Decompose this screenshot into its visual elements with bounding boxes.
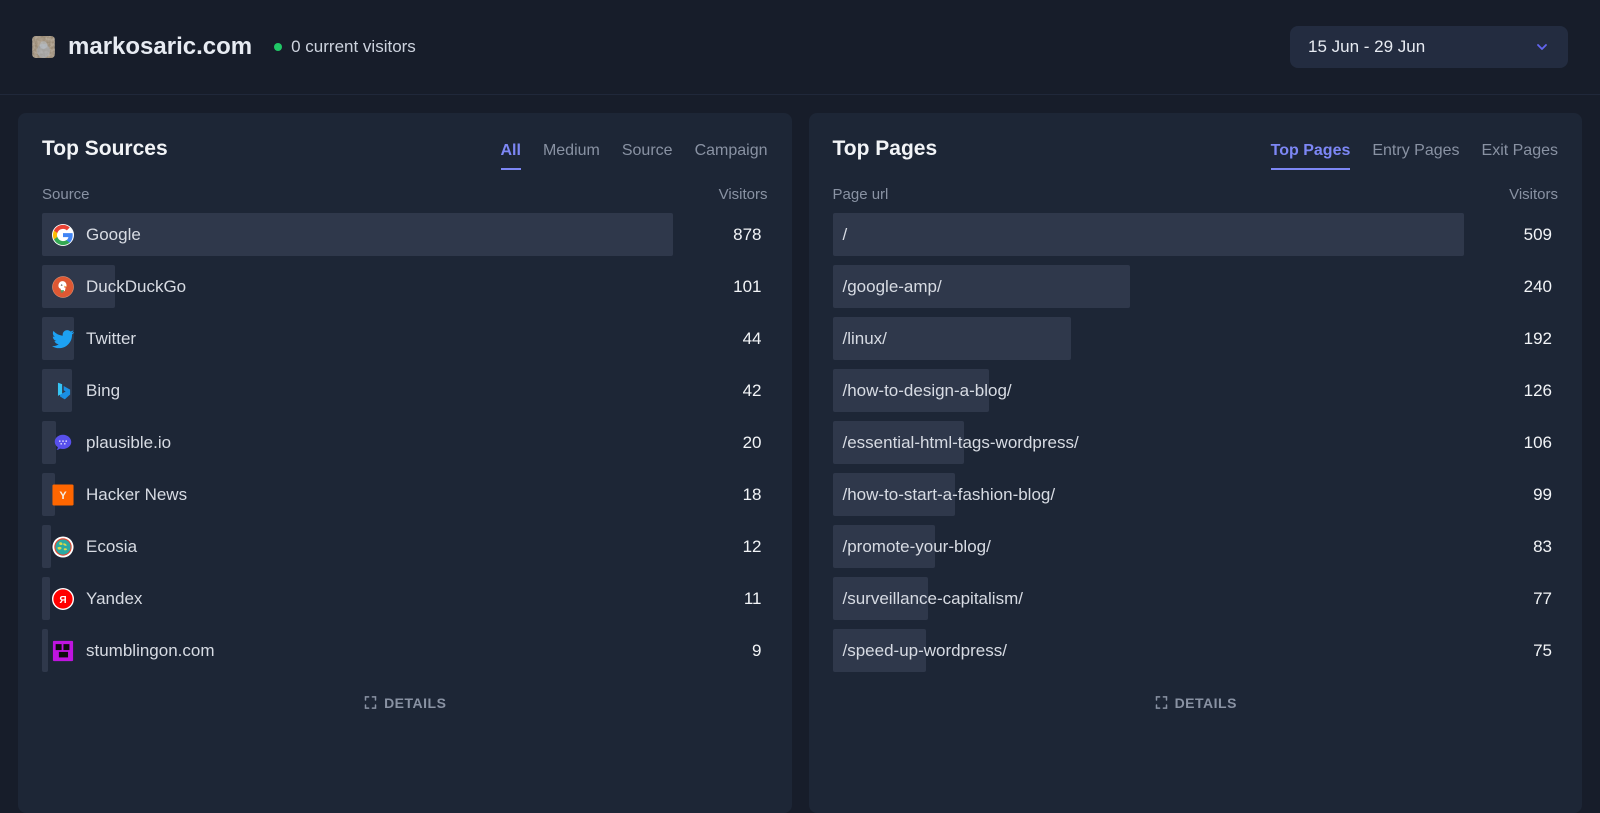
svg-text:Y: Y [59, 490, 67, 502]
svg-text:Я: Я [59, 595, 66, 606]
